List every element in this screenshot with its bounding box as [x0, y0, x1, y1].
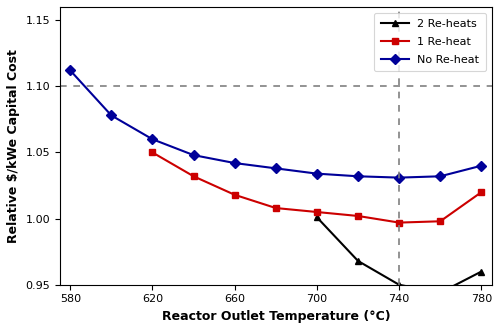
1 Re-heat [396, 221, 402, 225]
1 Re-heat [150, 150, 156, 154]
X-axis label: Reactor Outlet Temperature (°C): Reactor Outlet Temperature (°C) [162, 310, 390, 323]
Legend: 2 Re-heats, 1 Re-heat, No Re-heat: 2 Re-heats, 1 Re-heat, No Re-heat [374, 13, 486, 71]
No Re-heat [232, 161, 237, 165]
No Re-heat [108, 114, 114, 117]
No Re-heat [396, 176, 402, 180]
No Re-heat [355, 174, 361, 178]
Line: 2 Re-heats: 2 Re-heats [314, 214, 485, 296]
1 Re-heat [355, 214, 361, 218]
1 Re-heat [273, 206, 279, 210]
No Re-heat [150, 137, 156, 141]
Line: 1 Re-heat: 1 Re-heat [149, 149, 485, 226]
No Re-heat [478, 164, 484, 168]
No Re-heat [314, 172, 320, 176]
No Re-heat [438, 174, 444, 178]
2 Re-heats [396, 283, 402, 287]
1 Re-heat [478, 190, 484, 194]
No Re-heat [190, 153, 196, 157]
No Re-heat [273, 166, 279, 170]
1 Re-heat [232, 193, 237, 197]
Y-axis label: Relative $/kWe Capital Cost: Relative $/kWe Capital Cost [7, 49, 20, 243]
1 Re-heat [190, 174, 196, 178]
2 Re-heats [438, 291, 444, 295]
No Re-heat [68, 68, 73, 72]
2 Re-heats [355, 259, 361, 263]
1 Re-heat [438, 219, 444, 223]
2 Re-heats [478, 270, 484, 274]
2 Re-heats [314, 215, 320, 219]
1 Re-heat [314, 210, 320, 214]
Line: No Re-heat: No Re-heat [67, 67, 485, 181]
